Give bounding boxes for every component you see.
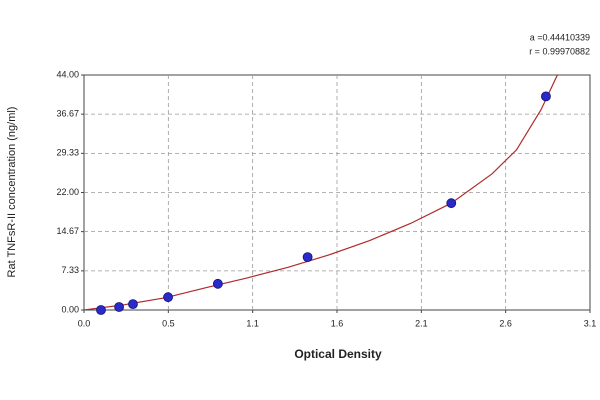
annotation: r = 0.99970882 xyxy=(529,46,590,56)
y-tick-label: 22.00 xyxy=(56,187,79,197)
y-tick-label: 44.00 xyxy=(56,69,79,79)
x-tick-label: 3.1 xyxy=(584,318,597,328)
data-point xyxy=(302,252,313,263)
y-tick-label: 0.00 xyxy=(61,304,79,314)
annotation: a =0.44410339 xyxy=(530,32,590,42)
fit-curve xyxy=(84,75,558,310)
data-point xyxy=(446,198,457,209)
data-point xyxy=(96,305,106,315)
x-tick-label: 1.6 xyxy=(331,318,344,328)
y-tick-label: 7.33 xyxy=(61,265,79,275)
x-tick-label: 2.6 xyxy=(499,318,512,328)
data-point xyxy=(163,292,173,303)
data-point xyxy=(212,278,223,289)
y-axis-label: Rat TNFsR-II concentration (ng/ml) xyxy=(6,107,18,278)
data-point xyxy=(114,302,124,312)
grid xyxy=(84,75,590,310)
data-point xyxy=(128,299,138,310)
y-tick-label: 29.33 xyxy=(56,148,79,158)
plot-content xyxy=(84,75,558,310)
x-axis-label: Optical Density xyxy=(294,347,382,361)
x-tick-label: 0.0 xyxy=(78,318,91,328)
x-tick-label: 1.1 xyxy=(246,318,259,328)
x-tick-label: 0.5 xyxy=(162,318,175,328)
x-tick-label: 2.1 xyxy=(415,318,428,328)
y-tick-label: 14.67 xyxy=(56,226,79,236)
data-point xyxy=(541,91,551,102)
y-tick-label: 36.67 xyxy=(56,109,79,119)
